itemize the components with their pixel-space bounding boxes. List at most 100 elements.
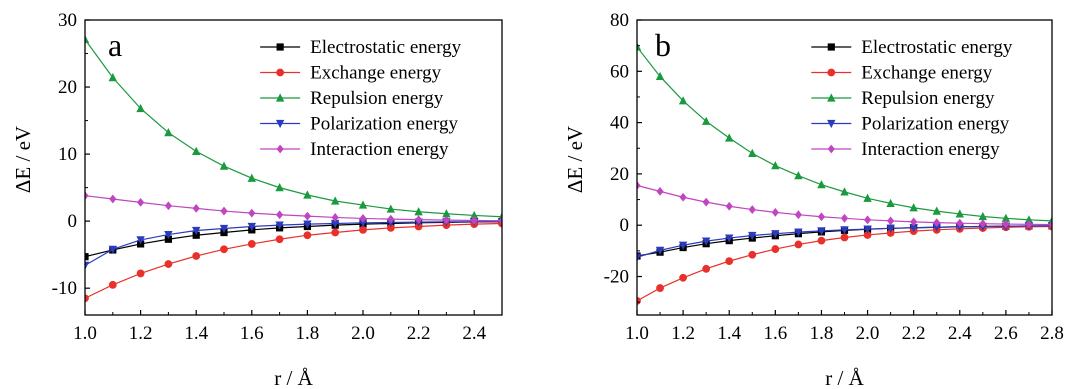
chart-panel-a: 1.0 1.2 1.4 1.6 1.8 2.0 2.2 2.4 -10 0 10 20 30 r / Å Δ… [11,10,503,389]
legend-marker-4 [827,144,835,154]
series-area [637,42,1052,305]
data-point-2-4 [192,146,201,156]
x-axis-label: r / Å [274,366,313,389]
data-point-1-0 [85,294,89,303]
data-point-3-0 [85,261,90,270]
data-point-2-1 [108,73,117,82]
data-point-4-2 [137,197,145,207]
x-tick-label-0: 1.0 [73,323,97,344]
data-point-4-2 [679,192,687,202]
data-point-4-1 [109,194,117,204]
data-point-1-1 [108,280,117,289]
data-point-1-11 [886,229,895,237]
data-point-2-11 [886,198,895,208]
data-point-4-8 [303,211,311,221]
data-point-4-16 [1002,219,1010,229]
y-axis-label: ΔE / eV [563,126,587,193]
data-point-4-4 [192,203,200,213]
x-tick-label-4: 1.8 [296,323,320,344]
data-point-0-3 [164,235,172,243]
plot-frame [84,19,503,316]
data-point-3-0 [637,253,642,262]
data-point-3-5 [219,224,229,234]
data-point-1-11 [386,223,395,232]
data-point-3-10 [863,225,872,234]
series-line-0 [85,221,502,258]
data-point-1-7 [275,235,284,244]
data-point-4-9 [840,213,849,223]
data-point-2-16 [1001,213,1011,222]
data-point-3-5 [748,231,757,241]
series-line-1 [85,222,502,299]
data-point-4-1 [656,186,664,196]
legend-marker-3 [275,119,285,129]
x-tick-label-5: 2.0 [856,323,880,344]
x-tick-label-6: 2.2 [407,323,431,344]
data-point-4-7 [794,210,802,220]
x-axis-label: r / Å [825,366,864,389]
data-point-3-4 [192,226,201,236]
data-point-2-12 [414,207,423,216]
data-point-3-9 [331,219,340,229]
data-point-4-13 [933,218,941,228]
data-point-3-3 [701,237,711,246]
data-point-2-6 [247,173,256,182]
data-point-3-4 [725,234,734,243]
legend-label-0: Electrostatic energy [310,37,462,58]
data-point-1-3 [702,264,711,273]
legend-marker-1 [827,68,836,77]
data-point-3-6 [771,230,780,239]
chart-panel-b: 1.0 1.2 1.4 1.6 1.8 2.0 2.2 2.4 2.6 2.8 -20 0 20 40 60… [563,10,1064,389]
legend-marker-2 [275,93,285,102]
y-tick-label-0: -10 [52,278,77,299]
data-point-1-7 [794,240,803,249]
data-point-1-9 [840,233,849,242]
x-tick-label-2: 1.4 [717,323,741,344]
data-point-1-5 [748,250,757,259]
data-point-4-4 [725,201,733,211]
x-tick-label-7: 2.4 [948,323,972,344]
legend-marker-4 [276,144,284,154]
data-point-1-8 [303,231,312,240]
data-point-3-1 [655,246,665,255]
data-point-4-5 [748,205,756,214]
x-tick-label-3: 1.6 [240,323,264,344]
data-point-0-4 [192,231,200,239]
legend-label-4: Interaction energy [861,139,1000,160]
data-point-2-7 [794,171,803,180]
data-point-4-3 [702,197,710,207]
data-point-2-8 [303,190,312,199]
data-point-2-3 [164,128,173,137]
data-point-1-2 [136,269,145,278]
data-point-4-3 [164,201,172,211]
legend-marker-3 [827,119,836,129]
data-point-4-0 [85,191,89,201]
legend-label-2: Repulsion energy [861,88,995,109]
series-line-4 [85,195,502,222]
legend-marker-0 [276,43,284,51]
x-tick-label-5: 2.0 [351,323,375,344]
data-point-3-7 [794,228,803,237]
legend-label-1: Exchange energy [310,63,442,84]
data-point-4-10 [863,215,872,225]
data-point-3-6 [247,222,256,232]
data-point-4-11 [887,216,895,226]
y-tick-label-2: 20 [610,164,629,185]
data-point-3-13 [932,223,941,232]
data-point-2-10 [863,193,872,202]
data-point-2-3 [701,116,711,125]
legend-label-2: Repulsion energy [310,88,444,109]
y-axis-label: ΔE / eV [11,126,35,193]
x-tick-label-0: 1.0 [625,323,649,344]
data-point-2-12 [909,203,918,212]
data-point-2-13 [442,209,451,218]
data-point-4-0 [637,181,641,190]
y-tick-label-2: 10 [58,144,77,165]
data-point-1-4 [192,252,201,260]
data-point-2-5 [219,161,229,170]
data-point-1-4 [725,257,734,266]
data-point-1-5 [220,245,228,254]
data-point-2-0 [637,42,642,51]
data-point-3-8 [817,227,826,236]
data-point-0-0 [85,253,89,261]
